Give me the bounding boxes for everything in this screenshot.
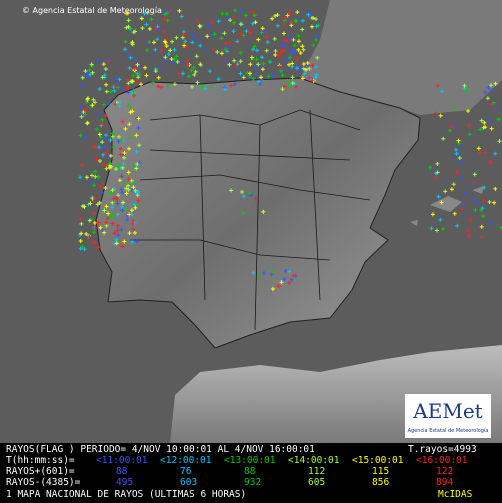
count: 856 xyxy=(372,477,390,488)
time-column: <16:00:01 xyxy=(416,455,468,466)
count: 115 xyxy=(372,466,390,477)
row-label: RAYOS+(601)= xyxy=(6,466,75,477)
time-column: <11:00:01 xyxy=(96,455,148,466)
count: 122 xyxy=(436,466,454,477)
lightning-cross xyxy=(78,8,494,289)
summary-label: RAYOS(FLAG ) PERIODO= 4/NOV 10:00:01 AL … xyxy=(6,444,315,455)
count: 894 xyxy=(436,477,454,488)
time-column: <13:00:01 xyxy=(224,455,276,466)
count: 112 xyxy=(308,466,326,477)
count: 605 xyxy=(308,477,326,488)
logo-subtitle: Agencia Estatal de Meteorología xyxy=(408,427,489,434)
map: AEMet Agencia Estatal de Meteorología © … xyxy=(0,0,502,443)
lightning xyxy=(78,8,502,291)
time-column: <15:00:01 xyxy=(352,455,404,466)
france xyxy=(300,0,502,115)
count: 88 xyxy=(116,466,128,477)
count: 88 xyxy=(244,466,256,477)
footer-source: McIDAS xyxy=(438,489,473,500)
summary-total: T.rayos=4993 xyxy=(408,444,477,455)
count: 603 xyxy=(180,477,198,488)
credit: © Agencia Estatal de Meteorología xyxy=(22,6,162,15)
count: 495 xyxy=(116,477,134,488)
count: 932 xyxy=(244,477,262,488)
lightning-cross xyxy=(78,8,498,291)
time-column: <14:00:01 xyxy=(288,455,340,466)
footer-title: 1 MAPA NACIONAL DE RAYOS (ULTIMAS 6 HORA… xyxy=(6,489,247,500)
balearics xyxy=(410,186,484,226)
time-column: <12:00:01 xyxy=(160,455,212,466)
logo-name: AEMet xyxy=(412,399,482,423)
table-header: T(hh:mm:ss)= xyxy=(6,455,75,466)
count: 76 xyxy=(180,466,192,477)
borders xyxy=(130,109,371,331)
logo-box xyxy=(405,394,491,438)
row-label: RAYOS-(4385)= xyxy=(6,477,81,488)
